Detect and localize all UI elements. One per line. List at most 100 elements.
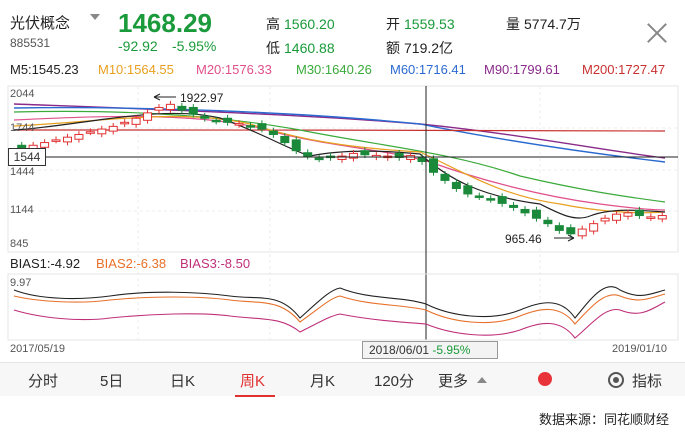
ma-item: M10:1564.55 (98, 62, 174, 77)
max-arrow-head (153, 93, 161, 101)
candle-body (360, 150, 370, 156)
candle-body (589, 223, 599, 232)
candle-body (74, 133, 84, 140)
candle-body (17, 144, 27, 149)
candle-body (543, 219, 553, 225)
crosshair-date-tag: 2018/06/01 -5.95% (362, 341, 498, 359)
candle-body (154, 106, 164, 111)
record-icon[interactable] (538, 372, 552, 386)
low-label: 低 (266, 40, 280, 56)
volume-value: 5774.7万 (524, 16, 581, 32)
current-price: 1468.29 (118, 8, 212, 38)
ma-item: M60:1716.41 (390, 62, 466, 77)
amount-field: 额 719.2亿 (386, 38, 453, 58)
ma-item: M20:1576.33 (196, 62, 272, 77)
candle-body (509, 204, 519, 208)
active-tab-underline (235, 395, 275, 397)
candle-body (634, 209, 644, 217)
data-source: 数据来源：同花顺财经 (538, 412, 669, 427)
min-arrow-head (567, 234, 575, 242)
high-field: 高 1560.20 (266, 14, 335, 34)
stock-name[interactable]: 光伏概念 (10, 15, 71, 32)
min-price-annotation: 965.46 (505, 232, 542, 246)
candle-body (451, 181, 461, 190)
tab-indicator[interactable]: 指标 (632, 373, 663, 390)
candle-body (120, 121, 130, 125)
y-tick: 1744 (10, 122, 35, 134)
high-label: 高 (266, 16, 280, 32)
tab-120min[interactable]: 120分 (374, 373, 415, 390)
low-value: 1460.88 (284, 40, 335, 56)
bias2-line (13, 293, 666, 325)
candle-body (188, 106, 198, 115)
bias-item: BIAS1:-4.92 (10, 256, 81, 271)
y-tick: 1444 (10, 166, 35, 178)
candle-body (291, 139, 301, 152)
crosshair-date: 2018/06/01 (369, 343, 430, 357)
candle-body (280, 136, 290, 144)
price-change: -92.92 (118, 38, 158, 54)
ma10-line (13, 115, 666, 214)
y-tick: 1144 (10, 204, 34, 216)
candle-body (657, 215, 667, 220)
candle-body (612, 213, 622, 221)
candle-body (143, 112, 153, 121)
candle-body (348, 152, 358, 159)
open-label: 开 (386, 16, 400, 32)
candle-body (62, 136, 72, 143)
amount-value: 719.2亿 (404, 40, 454, 56)
candle-body (417, 157, 427, 163)
candle-body (223, 117, 233, 123)
y-tick: 845 (10, 238, 29, 250)
ma-item: M200:1727.47 (582, 62, 666, 77)
crosshair-price-tag: 1544 (8, 148, 46, 166)
tab-daily-k[interactable]: 日K (170, 373, 196, 390)
candle-body (429, 158, 439, 173)
candle-body (486, 198, 496, 201)
candle-body (108, 125, 118, 132)
bias-panel-frame (7, 273, 679, 341)
candle-body (303, 152, 313, 157)
bias1-line (13, 286, 666, 319)
candle-body (554, 225, 564, 231)
period-tabs: 分时 5日 日K 周K 月K 120分 更多 指标 (0, 362, 685, 397)
high-value: 1560.20 (284, 16, 335, 32)
ma5-line (13, 112, 666, 219)
volume-label: 量 (506, 16, 520, 32)
candle-body (531, 209, 541, 219)
max-price-annotation: 1922.97 (180, 91, 224, 105)
chevron-down-icon[interactable] (90, 14, 100, 20)
tab-weekly-k[interactable]: 周K (240, 373, 266, 390)
candle-body (600, 217, 610, 222)
tab-monthly-k[interactable]: 月K (310, 373, 336, 390)
candle-body (337, 155, 347, 160)
chevron-up-icon[interactable] (477, 377, 487, 383)
tab-more[interactable]: 更多 (438, 373, 469, 390)
candle-body (566, 227, 576, 235)
date-end: 2019/01/10 (612, 343, 668, 355)
low-field: 低 1460.88 (266, 38, 335, 58)
crosshair-pct: -5.95% (432, 343, 471, 357)
candle-body (314, 157, 324, 161)
candle-body (268, 130, 278, 135)
candle-body (200, 115, 210, 119)
kline-chart[interactable] (0, 0, 685, 362)
open-field: 开 1559.53 (386, 14, 455, 34)
stock-code: 885531 (10, 36, 51, 50)
stock-header: 光伏概念 885531 1468.29 -92.92 -5.95% 高 1560.… (0, 0, 685, 58)
main-chart-frame (7, 85, 679, 253)
bias3-line (13, 301, 666, 339)
ma-item: M30:1640.26 (296, 62, 372, 77)
candle-body (623, 212, 633, 217)
tab-5day[interactable]: 5日 (100, 373, 124, 390)
bias-item: BIAS2:-6.38 (96, 256, 167, 271)
date-start: 2017/05/19 (10, 343, 66, 355)
ma60-line (13, 106, 666, 163)
candle-body (577, 228, 587, 237)
tab-intraday[interactable]: 分时 (28, 373, 59, 390)
ma-legend: M5:1545.23 M10:1564.55 M20:1576.33 M30:1… (0, 60, 685, 80)
candle-body (245, 125, 255, 128)
price-change-pct: -5.95% (172, 38, 217, 54)
indicator-icon[interactable] (608, 372, 624, 388)
candle-body (440, 173, 450, 181)
